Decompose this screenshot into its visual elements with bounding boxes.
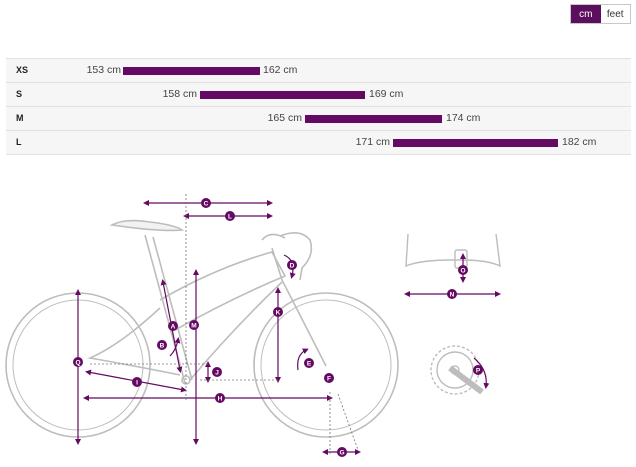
geometry-marker-k: K xyxy=(273,307,283,317)
svg-text:M: M xyxy=(191,322,196,329)
geometry-marker-b: B xyxy=(157,340,167,350)
geometry-marker-o: O xyxy=(458,265,468,275)
size-label: M xyxy=(16,113,24,123)
handlebar-outline xyxy=(405,233,501,268)
svg-text:N: N xyxy=(450,291,455,298)
marker-badges: A B C D E F G H I J K L M N O P Q xyxy=(73,198,483,457)
height-range-bar xyxy=(393,139,558,147)
range-min-label: 153 cm xyxy=(86,64,121,76)
geometry-marker-l: L xyxy=(225,211,235,221)
handlebar-front-view xyxy=(405,233,501,269)
bike-geometry-diagram: A B C D E F G H I J K L M N O P Q xyxy=(5,194,501,457)
geometry-marker-j: J xyxy=(212,367,222,377)
geometry-marker-n: N xyxy=(447,289,457,299)
height-range-bar xyxy=(123,67,260,75)
bike-outline xyxy=(5,219,399,438)
svg-text:D: D xyxy=(290,262,295,269)
svg-text:B: B xyxy=(160,342,165,349)
range-max-label: 162 cm xyxy=(263,64,298,76)
down-tube xyxy=(189,281,283,381)
unit-toggle: cm feet xyxy=(570,4,631,24)
geometry-marker-a: A xyxy=(168,321,178,331)
fork xyxy=(271,247,327,367)
geometry-marker-c: C xyxy=(201,198,211,208)
svg-text:A: A xyxy=(171,323,176,330)
range-min-label: 158 cm xyxy=(162,88,197,100)
reference-lines xyxy=(90,194,359,455)
crank-spindle xyxy=(450,365,460,375)
stem-front xyxy=(454,249,468,269)
unit-feet-button[interactable]: feet xyxy=(600,5,630,23)
top-tube xyxy=(159,251,287,331)
size-row-xs: XS 153 cm 162 cm xyxy=(6,58,631,82)
range-min-label: 165 cm xyxy=(267,112,302,124)
unit-cm-button[interactable]: cm xyxy=(571,5,601,23)
size-chart: XS 153 cm 162 cm S 158 cm 169 cm M 165 c… xyxy=(6,58,631,155)
range-max-label: 169 cm xyxy=(369,88,404,100)
geometry-marker-d: D xyxy=(287,260,297,270)
svg-text:J: J xyxy=(215,369,219,376)
svg-text:G: G xyxy=(339,449,344,456)
geometry-marker-m: M xyxy=(189,320,199,330)
svg-text:O: O xyxy=(460,267,465,274)
size-row-m: M 165 cm 174 cm xyxy=(6,106,631,130)
svg-text:E: E xyxy=(307,360,312,367)
svg-text:P: P xyxy=(476,367,481,374)
svg-text:F: F xyxy=(327,375,331,382)
size-label: L xyxy=(16,137,22,147)
saddle xyxy=(109,219,185,232)
front-wheel xyxy=(253,292,399,438)
svg-text:C: C xyxy=(204,200,209,207)
geometry-marker-q: Q xyxy=(73,357,83,367)
svg-text:Q: Q xyxy=(75,359,80,366)
crank-arm xyxy=(448,365,484,395)
geometry-marker-h: H xyxy=(215,393,225,403)
stem xyxy=(261,233,286,241)
size-row-l: L 171 cm 182 cm xyxy=(6,130,631,155)
svg-text:H: H xyxy=(218,395,223,402)
seat-tube xyxy=(144,234,186,384)
size-label: XS xyxy=(16,65,29,75)
svg-text:K: K xyxy=(276,309,281,316)
seat-stays xyxy=(87,307,181,376)
dimension-lines xyxy=(75,200,501,455)
svg-text:L: L xyxy=(228,213,232,220)
geometry-marker-e: E xyxy=(304,358,314,368)
geometry-marker-g: G xyxy=(337,447,347,457)
front-rim xyxy=(260,299,392,431)
height-range-bar xyxy=(305,115,442,123)
handlebar-drop xyxy=(279,232,313,281)
geometry-marker-f: F xyxy=(324,373,334,383)
size-row-s: S 158 cm 169 cm xyxy=(6,82,631,106)
range-max-label: 174 cm xyxy=(446,112,481,124)
geometry-marker-p: P xyxy=(473,365,483,375)
svg-text:I: I xyxy=(136,379,138,386)
range-min-label: 171 cm xyxy=(355,136,390,148)
size-label: S xyxy=(16,89,23,99)
geometry-marker-i: I xyxy=(132,377,142,387)
height-range-bar xyxy=(200,91,365,99)
range-max-label: 182 cm xyxy=(562,136,597,148)
